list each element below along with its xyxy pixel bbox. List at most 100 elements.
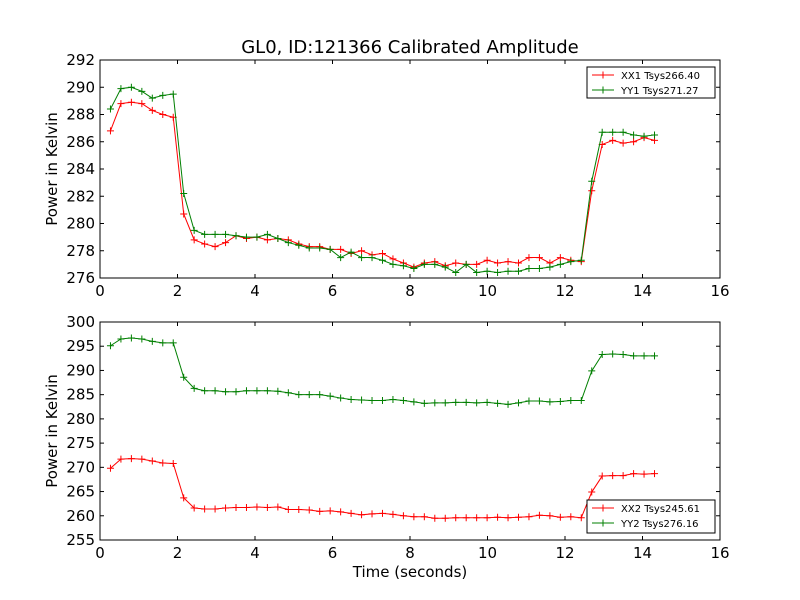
y-tick-label: 288: [66, 106, 95, 124]
data-point: [609, 472, 617, 480]
data-point: [211, 230, 219, 238]
y-tick-label: 270: [66, 458, 95, 476]
y-tick-label: 284: [66, 160, 95, 178]
data-point: [588, 187, 596, 195]
data-point: [535, 254, 543, 262]
data-point: [577, 514, 585, 522]
data-point: [494, 399, 502, 407]
data-point: [190, 504, 198, 512]
y-axis-label: Power in Kelvin: [43, 374, 61, 488]
data-point: [138, 87, 146, 95]
y-tick-label: 290: [66, 78, 95, 96]
y-tick-label: 265: [66, 483, 95, 501]
data-point: [159, 111, 167, 118]
data-point: [253, 387, 261, 395]
data-point: [535, 511, 543, 519]
data-point: [452, 398, 460, 406]
data-point: [190, 384, 198, 392]
data-point: [295, 505, 303, 513]
data-point: [242, 504, 250, 512]
x-tick-label: 10: [478, 282, 497, 300]
data-point: [651, 352, 659, 360]
data-point: [567, 396, 575, 404]
data-point: [274, 503, 282, 511]
data-point: [263, 230, 271, 238]
legend-box: [586, 66, 716, 99]
data-point: [588, 367, 596, 375]
y-tick-label: 292: [66, 51, 95, 69]
data-point: [515, 513, 522, 521]
data-point: [347, 509, 355, 517]
data-point: [117, 335, 125, 343]
data-point: [106, 105, 114, 113]
y-tick-label: 300: [66, 313, 95, 331]
legend-label: XX2 Tsys245.61: [621, 504, 700, 515]
y-tick-label: 255: [66, 531, 95, 549]
data-point: [274, 387, 282, 395]
data-point: [515, 259, 522, 267]
y-tick-label: 285: [66, 386, 95, 404]
data-point: [180, 494, 188, 502]
data-point: [598, 128, 606, 136]
data-point: [420, 399, 428, 407]
legend-marker: [599, 504, 607, 512]
data-point: [588, 488, 596, 496]
data-point: [305, 391, 313, 399]
data-point: [127, 83, 135, 91]
x-tick-label: 16: [710, 282, 729, 300]
data-point: [326, 392, 334, 400]
data-point: [504, 400, 512, 408]
data-point: [619, 128, 627, 136]
data-point: [222, 504, 230, 512]
data-point: [441, 514, 449, 522]
data-point: [556, 513, 564, 521]
data-point: [148, 106, 156, 114]
x-tick-label: 14: [633, 282, 652, 300]
data-point: [138, 335, 146, 343]
data-point: [190, 236, 198, 244]
data-point: [337, 508, 345, 516]
data-point: [556, 260, 564, 268]
x-tick-label: 6: [328, 544, 338, 562]
y-tick-label: 276: [66, 269, 95, 287]
chart-title: GL0, ID:121366 Calibrated Amplitude: [241, 37, 579, 58]
data-point: [546, 263, 554, 271]
data-point: [180, 373, 188, 381]
data-point: [274, 234, 282, 242]
y-tick-label: 278: [66, 242, 95, 260]
data-point: [577, 396, 585, 404]
data-point: [494, 269, 502, 277]
x-axis-label: Time (seconds): [352, 563, 468, 581]
legend: XX1 Tsys266.40 YY1 Tsys271.27: [586, 66, 716, 99]
data-point: [242, 233, 250, 241]
data-point: [619, 472, 627, 480]
data-point: [462, 260, 470, 268]
data-point: [148, 94, 156, 102]
data-point: [452, 259, 460, 267]
y-axis-label: Power in Kelvin: [43, 112, 61, 226]
data-point: [222, 230, 230, 238]
top-chart: 0 2 4 6 8 10 12 14 16 276 278 280 282 284 286 288 290 292…: [43, 51, 730, 300]
data-point: [640, 470, 648, 478]
data-point: [410, 398, 418, 406]
data-point: [347, 396, 355, 404]
data-point: [211, 387, 219, 395]
data-point: [169, 459, 177, 467]
data-point: [138, 455, 146, 463]
data-point: [473, 260, 481, 268]
data-point: [473, 399, 481, 407]
data-point: [609, 136, 617, 144]
data-point: [630, 131, 638, 139]
x-tick-label: 16: [710, 544, 729, 562]
data-point: [159, 91, 167, 99]
x-tick-label: 0: [95, 282, 105, 300]
data-point: [148, 337, 156, 345]
data-point: [263, 387, 271, 395]
legend-label: YY1 Tsys271.27: [620, 86, 699, 97]
data-point: [515, 399, 522, 407]
legend-box: [586, 499, 716, 534]
data-point: [169, 90, 177, 98]
data-point: [201, 240, 209, 248]
data-point: [504, 514, 512, 522]
